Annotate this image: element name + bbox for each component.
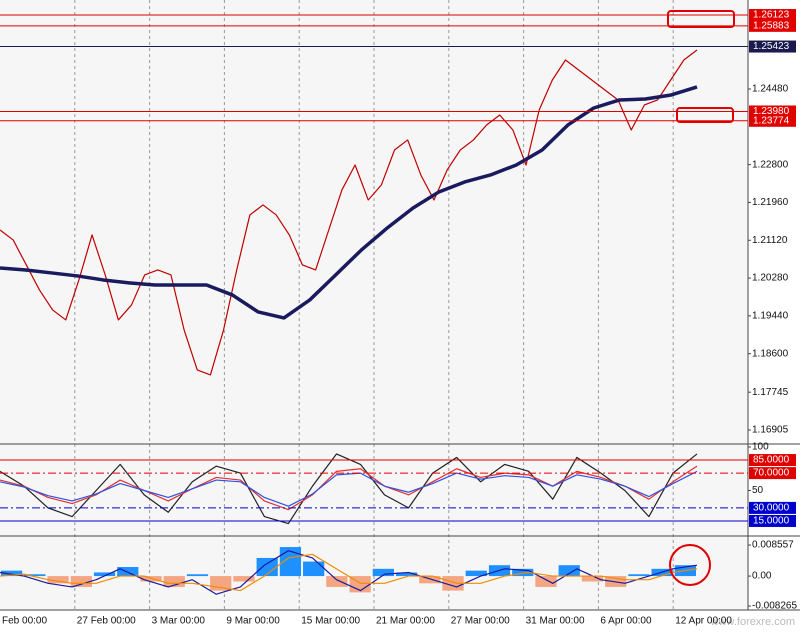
highlight-box bbox=[667, 10, 735, 28]
histogram-bar bbox=[140, 576, 162, 582]
level-label: 1.25423 bbox=[753, 41, 790, 52]
level-label-box bbox=[749, 501, 796, 514]
histogram-bar bbox=[372, 568, 394, 577]
x-tick-label: 27 Feb 00:00 bbox=[77, 616, 136, 627]
plot bbox=[0, 14, 748, 595]
y-tick-label: 1.21120 bbox=[752, 235, 788, 246]
level-label-box bbox=[749, 467, 796, 480]
histogram-bar bbox=[93, 572, 116, 577]
series-line bbox=[0, 85, 698, 320]
highlight-circle bbox=[669, 544, 711, 586]
highlight-box bbox=[676, 107, 734, 123]
level-label: 1.26123 bbox=[753, 10, 790, 21]
y-tick-label: -0.008265 bbox=[752, 601, 797, 612]
histogram-bar bbox=[233, 576, 255, 582]
level-label-box bbox=[749, 105, 796, 118]
histogram-bar bbox=[163, 576, 185, 587]
y-tick-label: 1.17745 bbox=[752, 387, 789, 398]
series-line bbox=[0, 465, 698, 511]
histogram-bar bbox=[419, 576, 441, 584]
y-tick-label: 100 bbox=[752, 442, 769, 453]
x-tick-label: 15 Mar 00:00 bbox=[301, 616, 360, 627]
level-label: 70.0000 bbox=[753, 468, 790, 479]
series-line bbox=[0, 49, 698, 376]
level-label: 1.23774 bbox=[753, 115, 790, 126]
y-tick-label: 50 bbox=[752, 485, 764, 496]
series-line bbox=[0, 470, 698, 507]
series-line bbox=[0, 550, 698, 595]
level-label-box bbox=[749, 9, 796, 22]
level-label: 30.0000 bbox=[753, 503, 790, 514]
level-label-box bbox=[749, 19, 796, 32]
y-tick-label: 0.00 bbox=[752, 571, 772, 582]
x-tick-label: 27 Mar 00:00 bbox=[451, 616, 510, 627]
x-tick-label: Feb 00:00 bbox=[2, 616, 47, 627]
histogram-bar bbox=[186, 574, 209, 577]
y-tick-label: 1.19440 bbox=[752, 311, 789, 322]
histogram-bar bbox=[512, 568, 534, 577]
histogram-bar bbox=[581, 576, 604, 582]
histogram-bar bbox=[326, 576, 348, 587]
histogram-bar bbox=[24, 574, 46, 577]
y-tick-label: 1.21960 bbox=[752, 197, 789, 208]
histogram-bar bbox=[70, 576, 92, 587]
series-line bbox=[0, 553, 698, 592]
y-tick-label: 1.18600 bbox=[752, 348, 789, 359]
x-tick-label: 12 Apr 00:00 bbox=[675, 616, 732, 627]
y-tick-label: 0.008557 bbox=[752, 540, 794, 551]
histogram-bar bbox=[628, 574, 650, 577]
level-label-box bbox=[749, 40, 796, 53]
histogram-bar bbox=[117, 567, 139, 577]
level-label: 15.0000 bbox=[753, 516, 790, 527]
histogram-bar bbox=[47, 576, 69, 584]
level-label-box bbox=[749, 114, 796, 127]
x-tick-label: 31 Mar 00:00 bbox=[526, 616, 585, 627]
histogram-bar bbox=[256, 557, 278, 577]
y-tick-label: 1.16905 bbox=[752, 425, 789, 436]
histogram-bar bbox=[535, 576, 557, 587]
histogram-bar bbox=[303, 561, 325, 577]
level-label: 1.25883 bbox=[753, 20, 790, 31]
level-label-box bbox=[749, 514, 796, 527]
y-tick-label: 1.20280 bbox=[752, 273, 789, 284]
level-label-box bbox=[749, 454, 796, 467]
y-tick-label: 1.24480 bbox=[752, 84, 789, 95]
x-tick-label: 3 Mar 00:00 bbox=[152, 616, 206, 627]
histogram-bar bbox=[558, 565, 580, 577]
histogram-bar bbox=[442, 576, 464, 591]
histogram-bar bbox=[1, 570, 23, 577]
histogram-bar bbox=[395, 572, 418, 577]
x-tick-label: 9 Mar 00:00 bbox=[226, 616, 280, 627]
level-label: 1.23980 bbox=[753, 106, 790, 117]
histogram-bar bbox=[465, 570, 487, 577]
watermark: www.forexre.com bbox=[710, 616, 795, 628]
y-tick-label: 1.22800 bbox=[752, 159, 789, 170]
histogram-bar bbox=[279, 547, 302, 577]
x-tick-label: 6 Apr 00:00 bbox=[600, 616, 652, 627]
x-tick-label: 21 Mar 00:00 bbox=[376, 616, 435, 627]
level-label: 85.0000 bbox=[753, 455, 790, 466]
